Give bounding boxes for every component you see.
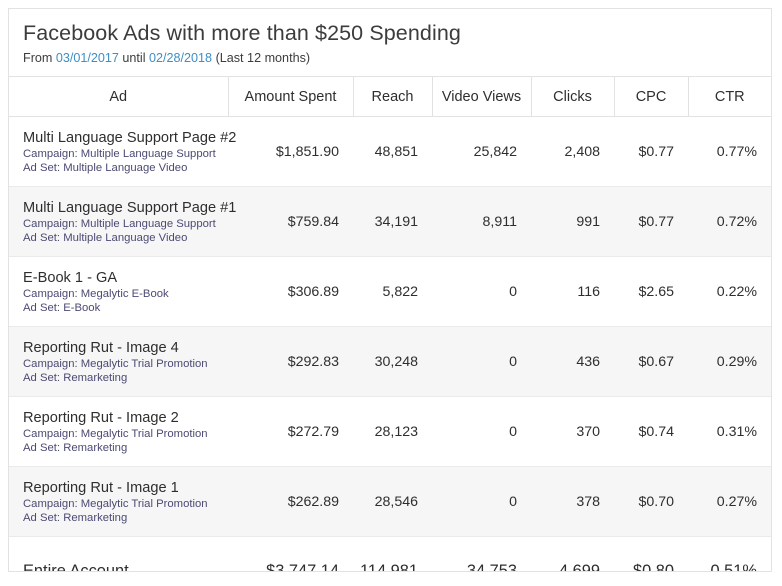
ad-campaign: Campaign: Multiple Language Support xyxy=(23,147,216,160)
cell-cpc: $0.74 xyxy=(638,423,674,440)
cell-video-views: 8,911 xyxy=(482,213,517,230)
ad-set: Ad Set: Remarketing xyxy=(23,371,128,384)
page-title: Facebook Ads with more than $250 Spendin… xyxy=(23,21,461,45)
cell-video-views: 0 xyxy=(509,353,517,370)
date-range-suffix: (Last 12 months) xyxy=(215,51,311,65)
column-header-reach[interactable]: Reach xyxy=(352,76,432,117)
ad-campaign: Campaign: Multiple Language Support xyxy=(23,217,216,230)
cell-cpc: $2.65 xyxy=(638,283,674,300)
ads-table: Ad Amount Spent Reach Video Views Clicks… xyxy=(9,76,771,572)
ad-info-cell: Reporting Rut - Image 1 Campaign: Megaly… xyxy=(9,467,228,537)
table-row[interactable]: Multi Language Support Page #1 Campaign:… xyxy=(9,186,771,257)
cell-amount-spent: $759.84 xyxy=(287,213,339,230)
cell-reach: 48,851 xyxy=(374,143,418,160)
cell-clicks: 370 xyxy=(576,423,600,440)
cell-ctr: 0.77% xyxy=(716,143,757,160)
ad-campaign: Campaign: Megalytic Trial Promotion xyxy=(23,427,208,440)
cell-cpc: $0.67 xyxy=(638,353,674,370)
cell-clicks: 2,408 xyxy=(564,143,600,160)
totals-cpc: $0.80 xyxy=(632,562,674,572)
cell-video-views: 0 xyxy=(509,283,517,300)
ad-campaign: Campaign: Megalytic E-Book xyxy=(23,287,169,300)
ad-set: Ad Set: Remarketing xyxy=(23,441,128,454)
ad-campaign: Campaign: Megalytic Trial Promotion xyxy=(23,357,208,370)
ad-name: Reporting Rut - Image 1 xyxy=(23,479,179,496)
column-header-ad[interactable]: Ad xyxy=(109,88,128,105)
cell-reach: 34,191 xyxy=(374,213,418,230)
ad-name: Reporting Rut - Image 2 xyxy=(23,409,179,426)
cell-clicks: 436 xyxy=(576,353,600,370)
table-row[interactable]: Reporting Rut - Image 4 Campaign: Megaly… xyxy=(9,326,771,397)
column-header-amount-spent[interactable]: Amount Spent xyxy=(227,76,353,117)
ad-info-cell: Reporting Rut - Image 2 Campaign: Megaly… xyxy=(9,397,228,467)
cell-video-views: 25,842 xyxy=(473,143,517,160)
cell-ctr: 0.31% xyxy=(716,423,757,440)
start-date-link[interactable]: 03/01/2017 xyxy=(55,51,119,65)
totals-label: Entire Account xyxy=(23,562,129,572)
cell-reach: 28,546 xyxy=(374,493,418,510)
ad-campaign: Campaign: Megalytic Trial Promotion xyxy=(23,497,208,510)
cell-cpc: $0.70 xyxy=(638,493,674,510)
ad-name: Reporting Rut - Image 4 xyxy=(23,339,179,356)
cell-cpc: $0.77 xyxy=(638,143,674,160)
cell-ctr: 0.29% xyxy=(716,353,757,370)
cell-amount-spent: $272.79 xyxy=(287,423,339,440)
totals-ctr: 0.51% xyxy=(710,562,757,572)
cell-reach: 30,248 xyxy=(374,353,418,370)
totals-amount-spent: $3,747.14 xyxy=(266,562,339,572)
ad-set: Ad Set: E-Book xyxy=(23,301,101,314)
date-range-subtitle: From 03/01/2017 until 02/28/2018 (Last 1… xyxy=(23,50,771,66)
ad-info-cell: Multi Language Support Page #2 Campaign:… xyxy=(9,117,237,187)
column-header-ctr[interactable]: CTR xyxy=(687,76,771,117)
cell-amount-spent: $1,851.90 xyxy=(275,143,339,160)
table-row[interactable]: Reporting Rut - Image 2 Campaign: Megaly… xyxy=(9,396,771,467)
ad-set: Ad Set: Multiple Language Video xyxy=(23,231,188,244)
cell-reach: 5,822 xyxy=(382,283,418,300)
cell-ctr: 0.27% xyxy=(716,493,757,510)
cell-video-views: 0 xyxy=(509,423,517,440)
column-header-video-views[interactable]: Video Views xyxy=(431,76,531,117)
cell-ctr: 0.72% xyxy=(716,213,757,230)
ad-name: E-Book 1 - GA xyxy=(23,269,118,286)
totals-video-views: 34,753 xyxy=(466,562,517,572)
cell-ctr: 0.22% xyxy=(716,283,757,300)
cell-amount-spent: $292.83 xyxy=(287,353,339,370)
cell-clicks: 378 xyxy=(576,493,600,510)
table-header: Ad Amount Spent Reach Video Views Clicks… xyxy=(9,76,771,117)
report-card: Facebook Ads with more than $250 Spendin… xyxy=(8,8,772,572)
cell-clicks: 116 xyxy=(577,283,600,300)
cell-amount-spent: $262.89 xyxy=(287,493,339,510)
cell-clicks: 991 xyxy=(576,213,600,230)
report-header: Facebook Ads with more than $250 Spendin… xyxy=(9,9,771,76)
table-body: Multi Language Support Page #2 Campaign:… xyxy=(9,116,771,572)
date-range-prefix: From xyxy=(23,51,53,65)
ad-info-cell: E-Book 1 - GA Campaign: Megalytic E-Book… xyxy=(9,257,228,327)
cell-reach: 28,123 xyxy=(374,423,418,440)
date-range-middle: until xyxy=(122,51,146,65)
column-header-cpc[interactable]: CPC xyxy=(613,76,688,117)
ad-info-cell: Multi Language Support Page #1 Campaign:… xyxy=(9,187,237,257)
ad-name: Multi Language Support Page #2 xyxy=(23,129,237,146)
totals-reach: 114,981 xyxy=(359,562,418,572)
totals-clicks: 4,699 xyxy=(558,562,600,572)
end-date-link[interactable]: 02/28/2018 xyxy=(149,51,213,65)
ad-name: Multi Language Support Page #1 xyxy=(23,199,237,216)
ad-set: Ad Set: Multiple Language Video xyxy=(23,161,188,174)
ad-info-cell: Reporting Rut - Image 4 Campaign: Megaly… xyxy=(9,327,228,397)
cell-cpc: $0.77 xyxy=(638,213,674,230)
cell-video-views: 0 xyxy=(509,493,517,510)
table-header-row: Ad Amount Spent Reach Video Views Clicks… xyxy=(9,76,771,117)
totals-row: Entire Account $3,747.14 114,981 34,753 … xyxy=(9,536,771,572)
ad-set: Ad Set: Remarketing xyxy=(23,511,128,524)
table-row[interactable]: E-Book 1 - GA Campaign: Megalytic E-Book… xyxy=(9,256,771,327)
cell-amount-spent: $306.89 xyxy=(287,283,339,300)
table-row[interactable]: Reporting Rut - Image 1 Campaign: Megaly… xyxy=(9,466,771,537)
column-header-clicks[interactable]: Clicks xyxy=(530,76,614,117)
table-row[interactable]: Multi Language Support Page #2 Campaign:… xyxy=(9,116,771,187)
